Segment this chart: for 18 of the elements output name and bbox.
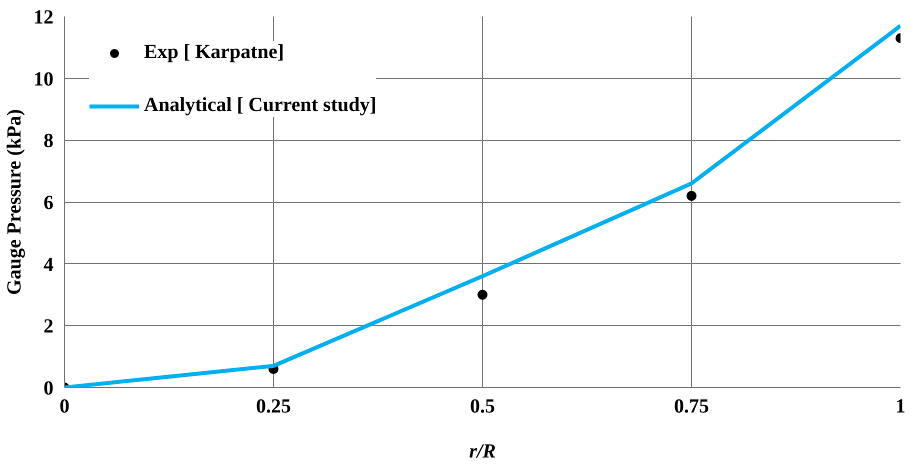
- legend-label: Analytical [ Current study]: [144, 94, 376, 117]
- y-tick-label: 8: [44, 130, 54, 152]
- x-axis-title: r/R: [469, 440, 496, 462]
- x-tick-label: 0.25: [256, 396, 291, 418]
- y-tick-label: 0: [44, 378, 54, 400]
- y-tick-label: 2: [44, 316, 54, 338]
- y-tick-label: 10: [34, 68, 54, 90]
- x-tick-label: 0.75: [674, 396, 709, 418]
- y-tick-label: 12: [34, 6, 54, 28]
- y-tick-label: 6: [44, 192, 54, 214]
- x-tick-label: 1: [896, 396, 906, 418]
- x-tick-label: 0: [60, 396, 70, 418]
- y-axis-title: Gauge Pressure (kPa): [4, 109, 26, 295]
- y-tick-label: 4: [44, 254, 54, 276]
- point: [478, 290, 488, 300]
- x-tick-label: 0.5: [470, 396, 495, 418]
- point: [686, 190, 696, 201]
- legend-label: Exp [ Karpatne]: [144, 41, 284, 64]
